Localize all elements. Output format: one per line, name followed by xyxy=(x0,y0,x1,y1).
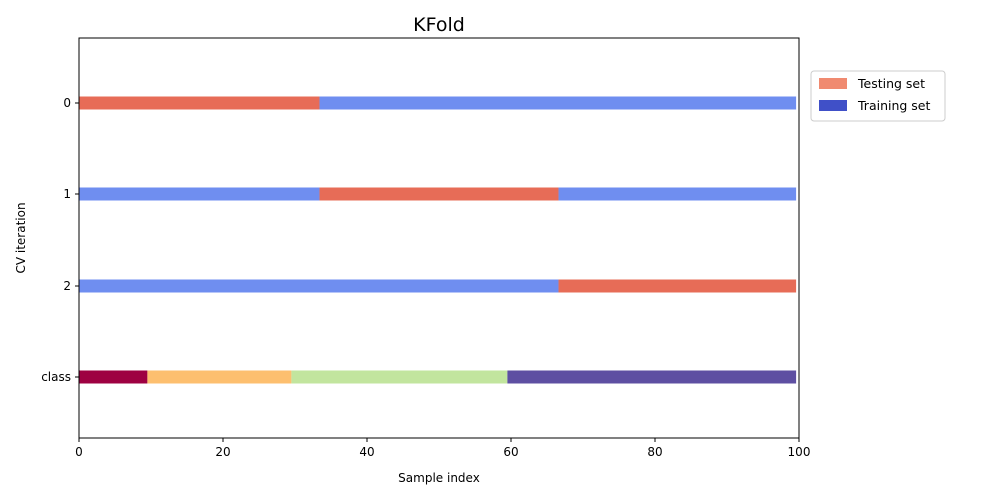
bar-segment-row-1-1 xyxy=(319,187,559,201)
bar-segment-row-2-0 xyxy=(79,279,559,293)
bar-segment-row-0-0 xyxy=(79,96,320,110)
y-axis-label: CV iteration xyxy=(14,202,28,273)
x-tick-label: 40 xyxy=(359,445,374,459)
x-tick-label: 100 xyxy=(788,445,811,459)
x-tick-label: 60 xyxy=(503,445,518,459)
bar-segment-row-class-0 xyxy=(79,370,148,384)
x-axis-label: Sample index xyxy=(398,471,480,485)
legend-label-testing-set: Testing set xyxy=(857,76,925,91)
x-axis-ticks: 0 20 40 60 80 100 xyxy=(75,438,810,459)
bars-layer xyxy=(79,96,797,384)
x-tick-label: 80 xyxy=(647,445,662,459)
y-axis-ticks: 0 1 2 class xyxy=(41,96,79,384)
y-tick-label: 0 xyxy=(63,96,71,110)
y-tick-label: 2 xyxy=(63,279,71,293)
bar-segment-row-class-1 xyxy=(147,370,292,384)
legend: Testing set Training set xyxy=(810,70,946,122)
legend-swatch-testing-set xyxy=(819,78,847,89)
x-tick-label: 0 xyxy=(75,445,83,459)
bar-segment-row-2-1 xyxy=(558,279,797,293)
bar-segment-row-1-2 xyxy=(558,187,797,201)
bar-segment-row-1-0 xyxy=(79,187,320,201)
legend-label-training-set: Training set xyxy=(857,98,930,113)
x-tick-label: 20 xyxy=(215,445,230,459)
bar-segment-row-class-3 xyxy=(507,370,797,384)
legend-swatch-training-set xyxy=(819,100,847,111)
bar-segment-row-class-2 xyxy=(291,370,508,384)
y-tick-label: 1 xyxy=(63,187,71,201)
chart-title: KFold xyxy=(413,14,465,36)
bar-segment-row-0-1 xyxy=(319,96,797,110)
y-tick-label: class xyxy=(41,370,71,384)
plot-frame xyxy=(78,37,800,439)
